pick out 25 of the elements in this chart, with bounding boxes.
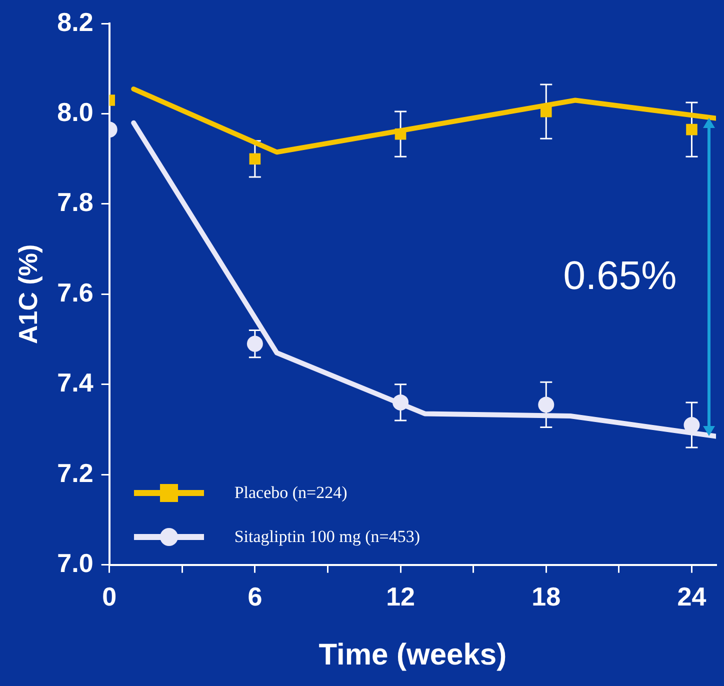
point xyxy=(392,394,409,410)
point xyxy=(686,124,698,136)
point xyxy=(540,106,552,118)
x-tick-label: 0 xyxy=(102,582,117,612)
y-tick-label: 8.2 xyxy=(57,6,94,37)
point xyxy=(249,153,261,165)
legend-label: Placebo (n=224) xyxy=(234,482,348,503)
annotation: 0.65% xyxy=(563,254,677,298)
x-tick-label: 18 xyxy=(532,582,561,612)
y-tick-label: 7.4 xyxy=(57,368,94,398)
x-tick-label: 24 xyxy=(677,582,707,612)
y-tick-label: 7.0 xyxy=(57,548,94,578)
y-tick-label: 7.2 xyxy=(57,458,94,488)
point xyxy=(246,336,263,352)
point xyxy=(684,416,700,433)
x-tick-label: 12 xyxy=(386,582,415,612)
x-tick-label: 6 xyxy=(248,582,262,612)
y-tick-label: 8.0 xyxy=(57,96,94,127)
legend-label: Sitagliptin 100 mg (n=453) xyxy=(234,526,420,547)
point xyxy=(538,396,554,413)
y-tick-label: 7.6 xyxy=(57,277,94,308)
point xyxy=(394,128,406,140)
y-axis-title: A1C (%) xyxy=(12,244,43,344)
y-tick-label: 7.8 xyxy=(57,187,94,218)
x-axis-title: Time (weeks) xyxy=(318,638,507,672)
